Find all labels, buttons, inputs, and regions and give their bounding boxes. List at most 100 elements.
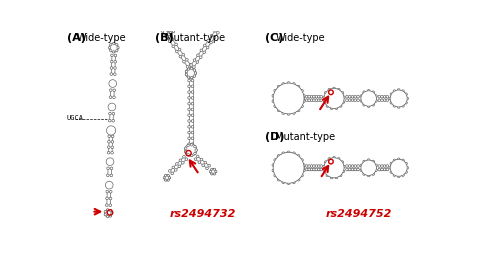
Circle shape: [310, 99, 313, 102]
Circle shape: [342, 165, 345, 168]
Circle shape: [191, 108, 194, 111]
Circle shape: [185, 158, 188, 161]
Circle shape: [110, 215, 112, 217]
Circle shape: [348, 165, 351, 167]
Circle shape: [112, 42, 115, 45]
Circle shape: [273, 83, 304, 114]
Circle shape: [390, 101, 392, 104]
Circle shape: [346, 95, 348, 98]
Circle shape: [297, 85, 300, 88]
Circle shape: [324, 158, 344, 178]
Circle shape: [106, 204, 108, 206]
Circle shape: [216, 20, 225, 29]
Circle shape: [372, 160, 374, 163]
Circle shape: [175, 43, 178, 46]
Circle shape: [342, 96, 345, 99]
Circle shape: [188, 68, 190, 70]
Circle shape: [398, 158, 400, 161]
Circle shape: [274, 174, 276, 177]
Circle shape: [113, 89, 116, 92]
Circle shape: [315, 168, 318, 171]
Circle shape: [348, 99, 351, 102]
Circle shape: [324, 89, 344, 109]
Text: UGCA: UGCA: [67, 115, 84, 122]
Circle shape: [306, 99, 308, 102]
Circle shape: [185, 73, 188, 76]
Circle shape: [191, 79, 194, 82]
Circle shape: [308, 165, 310, 167]
Circle shape: [330, 107, 333, 110]
Circle shape: [109, 204, 112, 207]
Circle shape: [186, 66, 189, 68]
Circle shape: [206, 167, 208, 170]
Circle shape: [190, 144, 193, 146]
Circle shape: [190, 154, 193, 157]
Circle shape: [402, 104, 404, 107]
Circle shape: [187, 154, 190, 156]
Circle shape: [213, 36, 216, 39]
Circle shape: [368, 105, 370, 108]
Circle shape: [326, 105, 328, 107]
Circle shape: [172, 31, 174, 33]
Circle shape: [210, 41, 212, 44]
Circle shape: [176, 50, 178, 53]
Circle shape: [308, 95, 310, 98]
Circle shape: [191, 120, 194, 122]
Circle shape: [292, 152, 295, 155]
Circle shape: [188, 108, 190, 111]
Circle shape: [172, 25, 174, 27]
Circle shape: [372, 173, 374, 175]
Circle shape: [203, 51, 205, 54]
Circle shape: [191, 125, 194, 128]
Circle shape: [328, 88, 330, 91]
Circle shape: [210, 168, 213, 170]
Circle shape: [215, 25, 218, 27]
Circle shape: [108, 119, 111, 122]
Circle shape: [398, 89, 400, 91]
Circle shape: [110, 174, 112, 177]
Circle shape: [112, 119, 114, 122]
Circle shape: [300, 89, 304, 92]
Circle shape: [278, 178, 280, 181]
Circle shape: [297, 155, 300, 157]
Circle shape: [168, 33, 170, 35]
Circle shape: [378, 165, 380, 167]
Circle shape: [172, 45, 174, 48]
Circle shape: [182, 162, 184, 164]
Circle shape: [390, 159, 407, 176]
Circle shape: [346, 168, 348, 171]
Circle shape: [168, 25, 175, 33]
Circle shape: [190, 64, 192, 66]
Circle shape: [324, 161, 327, 163]
Circle shape: [108, 146, 110, 148]
Circle shape: [292, 83, 295, 86]
Circle shape: [163, 24, 166, 26]
Circle shape: [380, 165, 384, 167]
Circle shape: [273, 152, 304, 183]
Circle shape: [318, 95, 320, 98]
Circle shape: [200, 158, 203, 161]
Circle shape: [111, 141, 114, 143]
Circle shape: [157, 16, 160, 18]
Circle shape: [374, 100, 378, 102]
Circle shape: [111, 152, 114, 154]
Circle shape: [300, 174, 304, 177]
Circle shape: [312, 95, 316, 98]
Circle shape: [406, 97, 408, 100]
Circle shape: [320, 168, 322, 171]
Circle shape: [110, 190, 112, 193]
Circle shape: [106, 197, 108, 200]
Circle shape: [361, 160, 376, 175]
Circle shape: [223, 20, 225, 23]
Circle shape: [297, 109, 300, 112]
Circle shape: [320, 165, 322, 167]
Circle shape: [351, 99, 354, 102]
Circle shape: [272, 100, 275, 103]
Circle shape: [112, 96, 116, 99]
Circle shape: [404, 171, 407, 173]
Circle shape: [164, 21, 166, 23]
Circle shape: [404, 162, 407, 165]
Circle shape: [207, 39, 210, 42]
Circle shape: [111, 146, 114, 148]
Circle shape: [204, 44, 206, 47]
